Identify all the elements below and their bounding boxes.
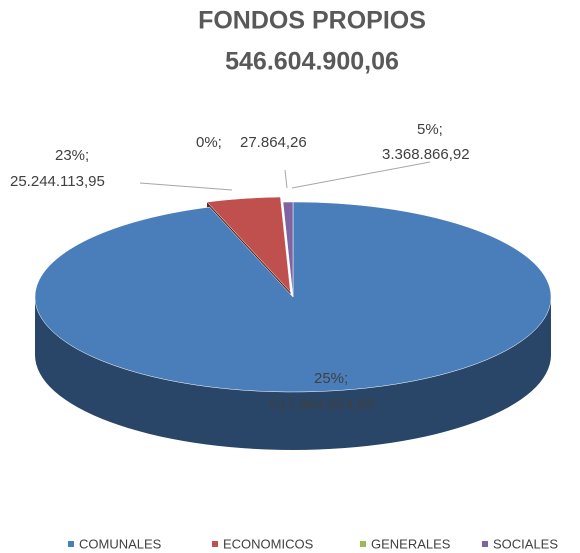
legend-label: COMUNALES [79,536,162,551]
leader-lines [139,161,431,191]
data-label: 27.864,26 [240,134,307,151]
legend-label: GENERALES [371,536,451,551]
legend-swatch [482,541,488,547]
data-label: 0%; [196,134,222,151]
legend-label: ECONOMICOS [223,536,314,551]
data-label: 517.964.054,93 [270,396,374,413]
legend-swatch [212,541,218,547]
data-label: 23%; [55,147,89,164]
data-label: 25.244.113,95 [10,173,105,190]
leader-line [291,161,431,189]
chart-subtitle: 546.604.900,06 [225,48,399,76]
chart-title: FONDOS PROPIOS [198,7,426,35]
legend-label: SOCIALES [493,536,558,551]
legend-swatch [360,541,366,547]
legend: COMUNALES ECONOMICOS GENERALES SOCIALES [68,536,558,551]
leader-line [139,182,233,191]
pie-slice [282,201,294,298]
data-label: 5%; [417,121,443,138]
pie-slice-side [35,297,551,450]
leader-line [284,169,288,189]
data-label: 25%; [314,370,348,387]
data-label: 3.368.866,92 [382,146,470,163]
pie [34,196,552,450]
pie-slice [206,196,291,293]
data-labels: 25%; 517.964.054,93 23%; 25.244.113,95 0%; 27… [10,121,470,413]
legend-swatch [68,541,74,547]
